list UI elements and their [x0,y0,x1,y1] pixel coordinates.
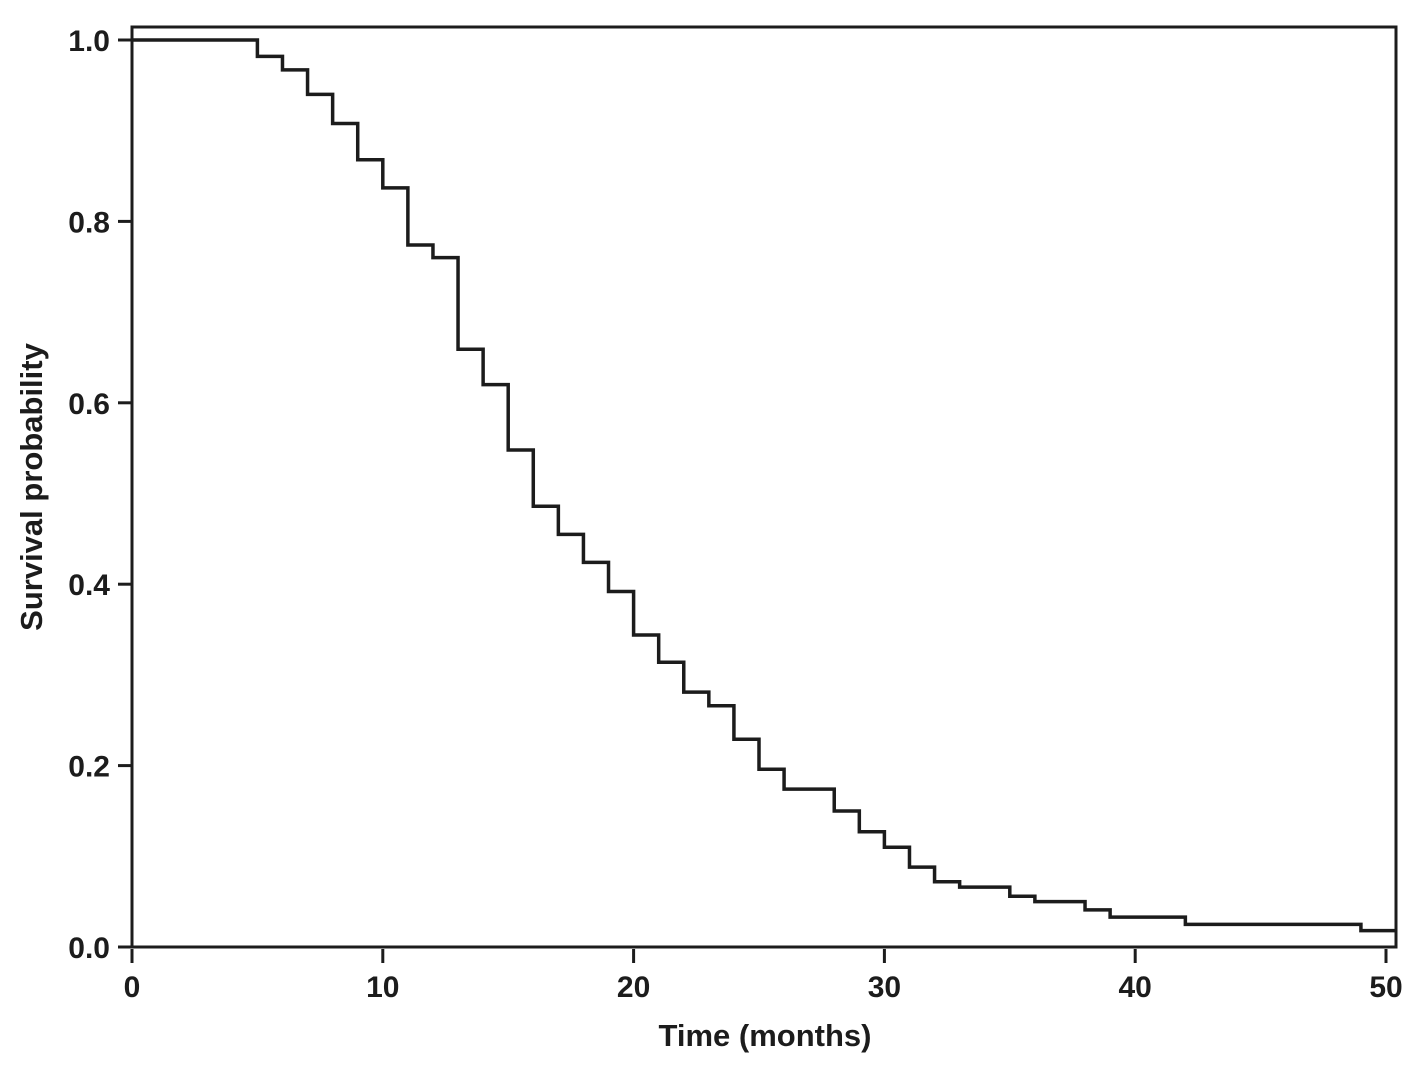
y-axis-ticks [118,38,132,949]
y-tick-label: 0.4 [68,569,110,602]
x-axis-ticks [130,949,1388,963]
y-tick-label: 0.6 [68,388,110,421]
x-tick-label: 30 [868,971,901,1004]
x-tick-label: 0 [124,971,141,1004]
survival-curve [132,38,1398,933]
x-axis-title: Time (months) [659,1018,872,1053]
y-tick-label: 0.0 [68,932,110,965]
y-axis-title: Survival probability [14,342,49,630]
y-tick-label: 0.2 [68,751,110,784]
x-tick-label: 10 [366,971,399,1004]
x-tick-label: 20 [617,971,650,1004]
x-tick-label: 50 [1369,971,1402,1004]
x-tick-label: 40 [1119,971,1152,1004]
y-axis-tick-labels: 1.0 0.8 0.6 0.4 0.2 0.0 [68,25,110,965]
y-tick-label: 1.0 [68,25,110,58]
y-tick-label: 0.8 [68,206,110,239]
plot-frame [130,25,1398,949]
x-axis-tick-labels: 0 10 20 30 40 50 [124,971,1403,1004]
